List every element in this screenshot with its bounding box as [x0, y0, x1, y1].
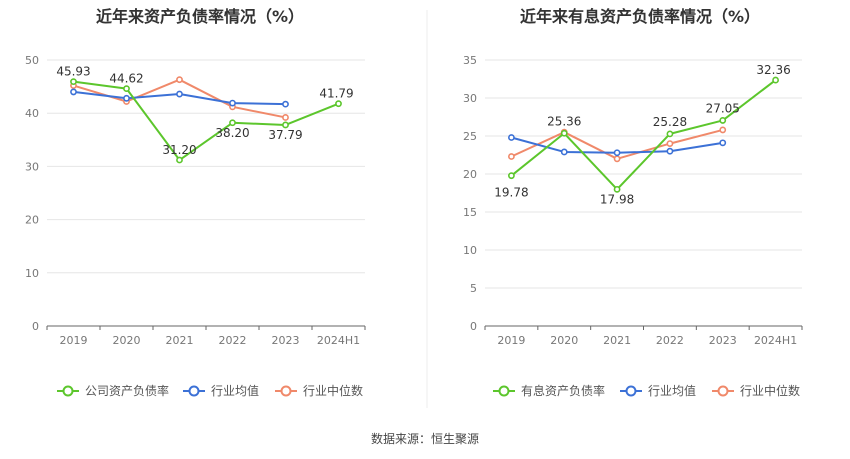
- data-point: [719, 126, 727, 134]
- data-point: [560, 129, 568, 137]
- data-point: [508, 172, 515, 180]
- data-label: 44.62: [109, 72, 143, 86]
- y-tick-label: 25: [463, 130, 477, 143]
- data-point: [508, 134, 515, 141]
- y-tick-label: 0: [470, 320, 477, 333]
- legend-marker: [717, 385, 729, 397]
- x-tick-label: 2020: [113, 334, 141, 347]
- data-point: [229, 99, 236, 107]
- legend-marker: [625, 385, 637, 397]
- legend-label: 有息资产负债率: [521, 383, 605, 398]
- x-tick-label: 2021: [603, 334, 631, 347]
- y-tick-label: 0: [32, 320, 39, 333]
- data-point: [719, 139, 727, 147]
- legend-label: 行业中位数: [740, 383, 800, 398]
- data-label: 25.36: [547, 114, 581, 128]
- legend-marker: [498, 385, 510, 397]
- data-point: [613, 149, 621, 157]
- x-tick-label: 2019: [497, 334, 525, 347]
- x-tick-label: 2023: [709, 334, 737, 347]
- data-point: [123, 94, 130, 102]
- legend-marker: [188, 385, 200, 397]
- x-tick-label: 2020: [550, 334, 578, 347]
- series-line: [510, 79, 777, 191]
- x-tick-label: 2019: [60, 334, 88, 347]
- data-label: 25.28: [653, 115, 687, 129]
- legend-label: 行业中位数: [303, 383, 363, 398]
- y-tick-label: 20: [463, 168, 477, 181]
- data-label: 31.20: [162, 143, 196, 157]
- y-tick-label: 30: [463, 92, 477, 105]
- data-point: [719, 117, 727, 124]
- y-tick-label: 40: [25, 107, 39, 120]
- legend-label: 行业均值: [648, 383, 696, 398]
- legend-label: 行业均值: [211, 383, 259, 398]
- data-point: [560, 148, 568, 156]
- data-point: [613, 155, 621, 163]
- data-point: [70, 88, 77, 96]
- legend-label: 公司资产负债率: [85, 383, 169, 398]
- data-label: 41.79: [319, 87, 353, 101]
- legend-marker: [62, 385, 74, 397]
- y-tick-label: 30: [25, 160, 39, 173]
- x-tick-label: 2022: [656, 334, 684, 347]
- data-point: [176, 90, 183, 98]
- data-label: 27.05: [706, 101, 740, 115]
- y-tick-label: 10: [25, 267, 39, 280]
- y-tick-label: 35: [463, 54, 477, 67]
- data-point: [282, 121, 289, 129]
- x-tick-label: 2024H1: [754, 334, 797, 347]
- x-tick-label: 2024H1: [317, 334, 360, 347]
- y-tick-label: 50: [25, 54, 39, 67]
- chart-title: 近年来有息资产负债率情况（%）: [520, 7, 760, 26]
- data-point: [666, 130, 674, 138]
- y-tick-label: 10: [463, 244, 477, 257]
- data-label: 37.79: [268, 128, 302, 142]
- source-note: 数据来源：恒生聚源: [371, 431, 479, 446]
- x-tick-label: 2022: [219, 334, 247, 347]
- chart-title: 近年来资产负债率情况（%）: [96, 7, 304, 26]
- x-tick-label: 2021: [166, 334, 194, 347]
- data-point: [176, 156, 183, 164]
- data-point: [282, 114, 289, 121]
- data-point: [176, 76, 183, 84]
- legend-marker: [280, 385, 292, 397]
- interest-bearing-liability-ratio-chart: 近年来有息资产负债率情况（%） 0 5 10 15 20 25 30 35 2019 2020 202…: [463, 7, 803, 398]
- data-point: [335, 100, 342, 108]
- data-point: [229, 119, 236, 127]
- data-label: 45.93: [56, 65, 90, 79]
- data-point: [772, 76, 779, 84]
- data-point: [666, 147, 674, 155]
- x-tick-label: 2023: [272, 334, 300, 347]
- data-point: [666, 140, 674, 147]
- data-point: [282, 100, 289, 108]
- data-label: 17.98: [600, 192, 634, 206]
- y-tick-label: 5: [470, 282, 477, 295]
- data-point: [70, 78, 77, 86]
- series-line: [73, 80, 339, 162]
- data-label: 32.36: [756, 63, 790, 77]
- y-tick-label: 15: [463, 206, 477, 219]
- data-point: [123, 85, 130, 93]
- data-point: [613, 185, 621, 193]
- data-point: [508, 153, 515, 160]
- data-label: 19.78: [494, 186, 528, 200]
- asset-liability-ratio-chart: 近年来资产负债率情况（%） 0 10 20 30 40 50 2019 2020 2021 2022…: [25, 7, 366, 398]
- data-label: 38.20: [215, 126, 249, 140]
- y-tick-label: 20: [25, 214, 39, 227]
